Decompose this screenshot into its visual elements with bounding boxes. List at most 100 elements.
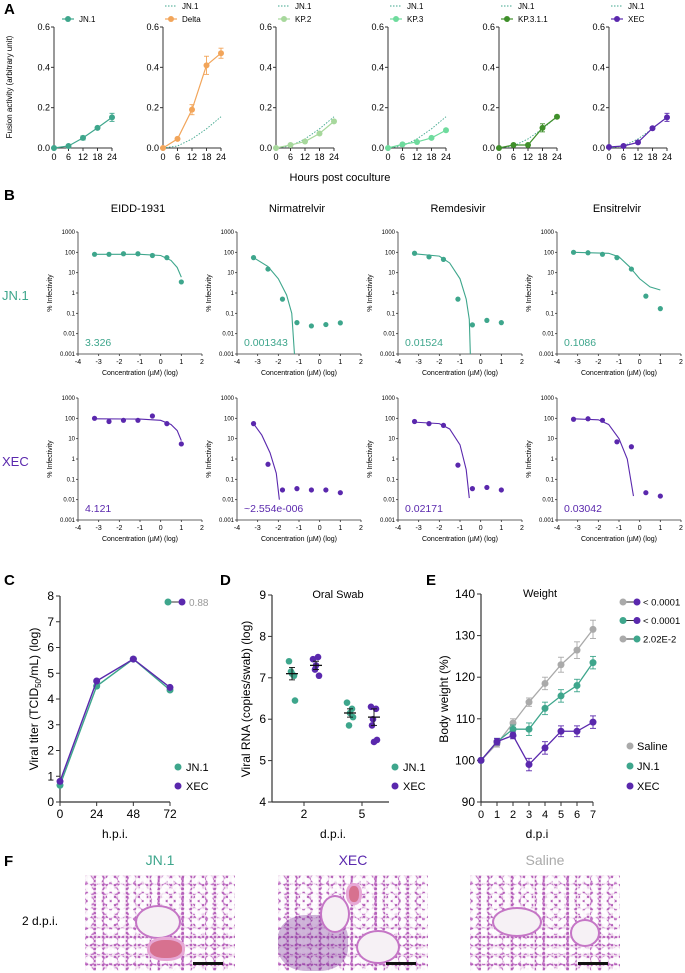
y-tick-label: 5 [259, 754, 266, 768]
data-point [469, 486, 475, 492]
ylabel-part: Viral titer (TCID [27, 688, 41, 771]
reference-line-jn1 [162, 116, 222, 149]
x-tick-label: 6 [175, 152, 180, 162]
data-point [294, 320, 300, 326]
x-tick-label: 5 [558, 809, 564, 821]
y-tick-label: 0.001 [539, 518, 555, 524]
y-tick-label: 0.0 [592, 143, 605, 153]
data-point [443, 127, 449, 134]
x-tick-label: -3 [416, 359, 422, 366]
x-tick-label: -1 [137, 525, 143, 532]
data-point [294, 486, 300, 492]
y-tick-label: 0.01 [542, 332, 554, 338]
y-tick-label: 3 [47, 718, 54, 732]
panel-c-xlabel: h.p.i. [102, 827, 128, 841]
data-point [599, 417, 606, 423]
x-tick-label: 24 [552, 152, 562, 162]
x-tick-label: 6 [66, 152, 71, 162]
ic50-value: 0.03042 [564, 503, 602, 515]
data-point [557, 661, 565, 669]
fit-curve [414, 253, 471, 355]
fit-curve [573, 418, 635, 497]
x-tick-label: 2 [359, 525, 363, 532]
y-tick-label: 1 [392, 457, 396, 463]
y-tick-label: 0.6 [371, 22, 384, 32]
y-tick-label: 0.1 [226, 311, 235, 317]
y-tick-label: 1 [551, 291, 555, 297]
data-point [314, 653, 322, 661]
y-tick-label: 110 [456, 712, 475, 726]
y-tick-label: 6 [259, 712, 266, 726]
x-tick-label: 0 [159, 359, 163, 366]
data-point [469, 322, 475, 328]
data-point [323, 487, 329, 493]
x-tick-label: 1 [658, 525, 662, 532]
x-tick-label: -1 [296, 525, 302, 532]
x-tick-label: 0 [479, 359, 483, 366]
data-point [509, 731, 517, 739]
data-point [614, 255, 620, 261]
ic50-value: 0.1086 [564, 337, 596, 349]
x-tick-label: 0 [160, 152, 165, 162]
legend-series-marker [168, 16, 174, 22]
series-line [162, 52, 222, 149]
data-point [585, 250, 591, 256]
y-tick-label: 0.0 [371, 143, 384, 153]
panel-e-ylabel: Body weight (%) [437, 655, 451, 742]
histology-image-jn1 [85, 875, 235, 971]
data-point [606, 143, 612, 150]
x-tick-label: -3 [575, 359, 581, 366]
legend-series-label: KP.3.1.1 [518, 15, 548, 24]
y-tick-label: 0.0 [37, 143, 50, 153]
y-tick-label: 0.001 [539, 352, 555, 358]
y-tick-label: 1 [231, 291, 235, 297]
y-tick-label: 0.01 [542, 498, 554, 504]
x-tick-label: 0 [479, 525, 483, 532]
panel-d-xlabel: d.p.i. [320, 827, 346, 841]
panel-label-b: B [4, 187, 15, 204]
y-axis-label: % Infectivity [206, 440, 213, 478]
reference-line-jn1 [387, 116, 447, 149]
y-tick-label: 0.1 [546, 477, 555, 483]
data-point [539, 124, 546, 131]
data-point [440, 256, 447, 262]
data-point [337, 490, 343, 496]
data-point [484, 484, 490, 491]
histology-title-xec: XEC [338, 852, 368, 868]
y-tick-label: 0.001 [219, 352, 235, 358]
blood-vessel [346, 883, 362, 905]
panel-e-xlabel: d.p.i [526, 827, 549, 841]
x-tick-label: 12 [633, 152, 643, 162]
data-point [94, 124, 101, 131]
data-point [649, 125, 656, 132]
x-tick-label: 2 [520, 525, 524, 532]
scale-bar [193, 962, 223, 965]
y-tick-label: 0.01 [222, 332, 234, 338]
x-tick-label: 18 [201, 152, 211, 162]
y-tick-label: 130 [455, 629, 475, 643]
airway [320, 895, 350, 933]
y-tick-label: 1000 [62, 230, 76, 236]
y-tick-label: 140 [455, 587, 475, 601]
y-tick-label: 1 [47, 769, 54, 783]
x-tick-label: -4 [395, 359, 401, 366]
y-tick-label: 10 [68, 271, 75, 277]
x-tick-label: 24 [90, 807, 104, 821]
data-point [120, 417, 127, 423]
data-point [554, 113, 560, 120]
y-tick-label: 1 [231, 457, 235, 463]
y-tick-label: 0.0 [259, 143, 272, 153]
x-tick-label: -2 [436, 359, 442, 366]
comparison-marker [633, 635, 641, 643]
data-point [455, 462, 461, 468]
x-tick-label: 3 [526, 809, 532, 821]
y-tick-label: 0.2 [146, 103, 159, 113]
x-tick-label: 7 [590, 809, 596, 821]
x-tick-label: 18 [647, 152, 657, 162]
y-axis-label: % Infectivity [47, 274, 54, 312]
legend-marker [174, 763, 182, 771]
x-tick-label: 24 [662, 152, 672, 162]
x-tick-label: -2 [595, 359, 601, 366]
legend-marker [626, 762, 634, 770]
legend-reference-label: JN.1 [295, 2, 312, 11]
